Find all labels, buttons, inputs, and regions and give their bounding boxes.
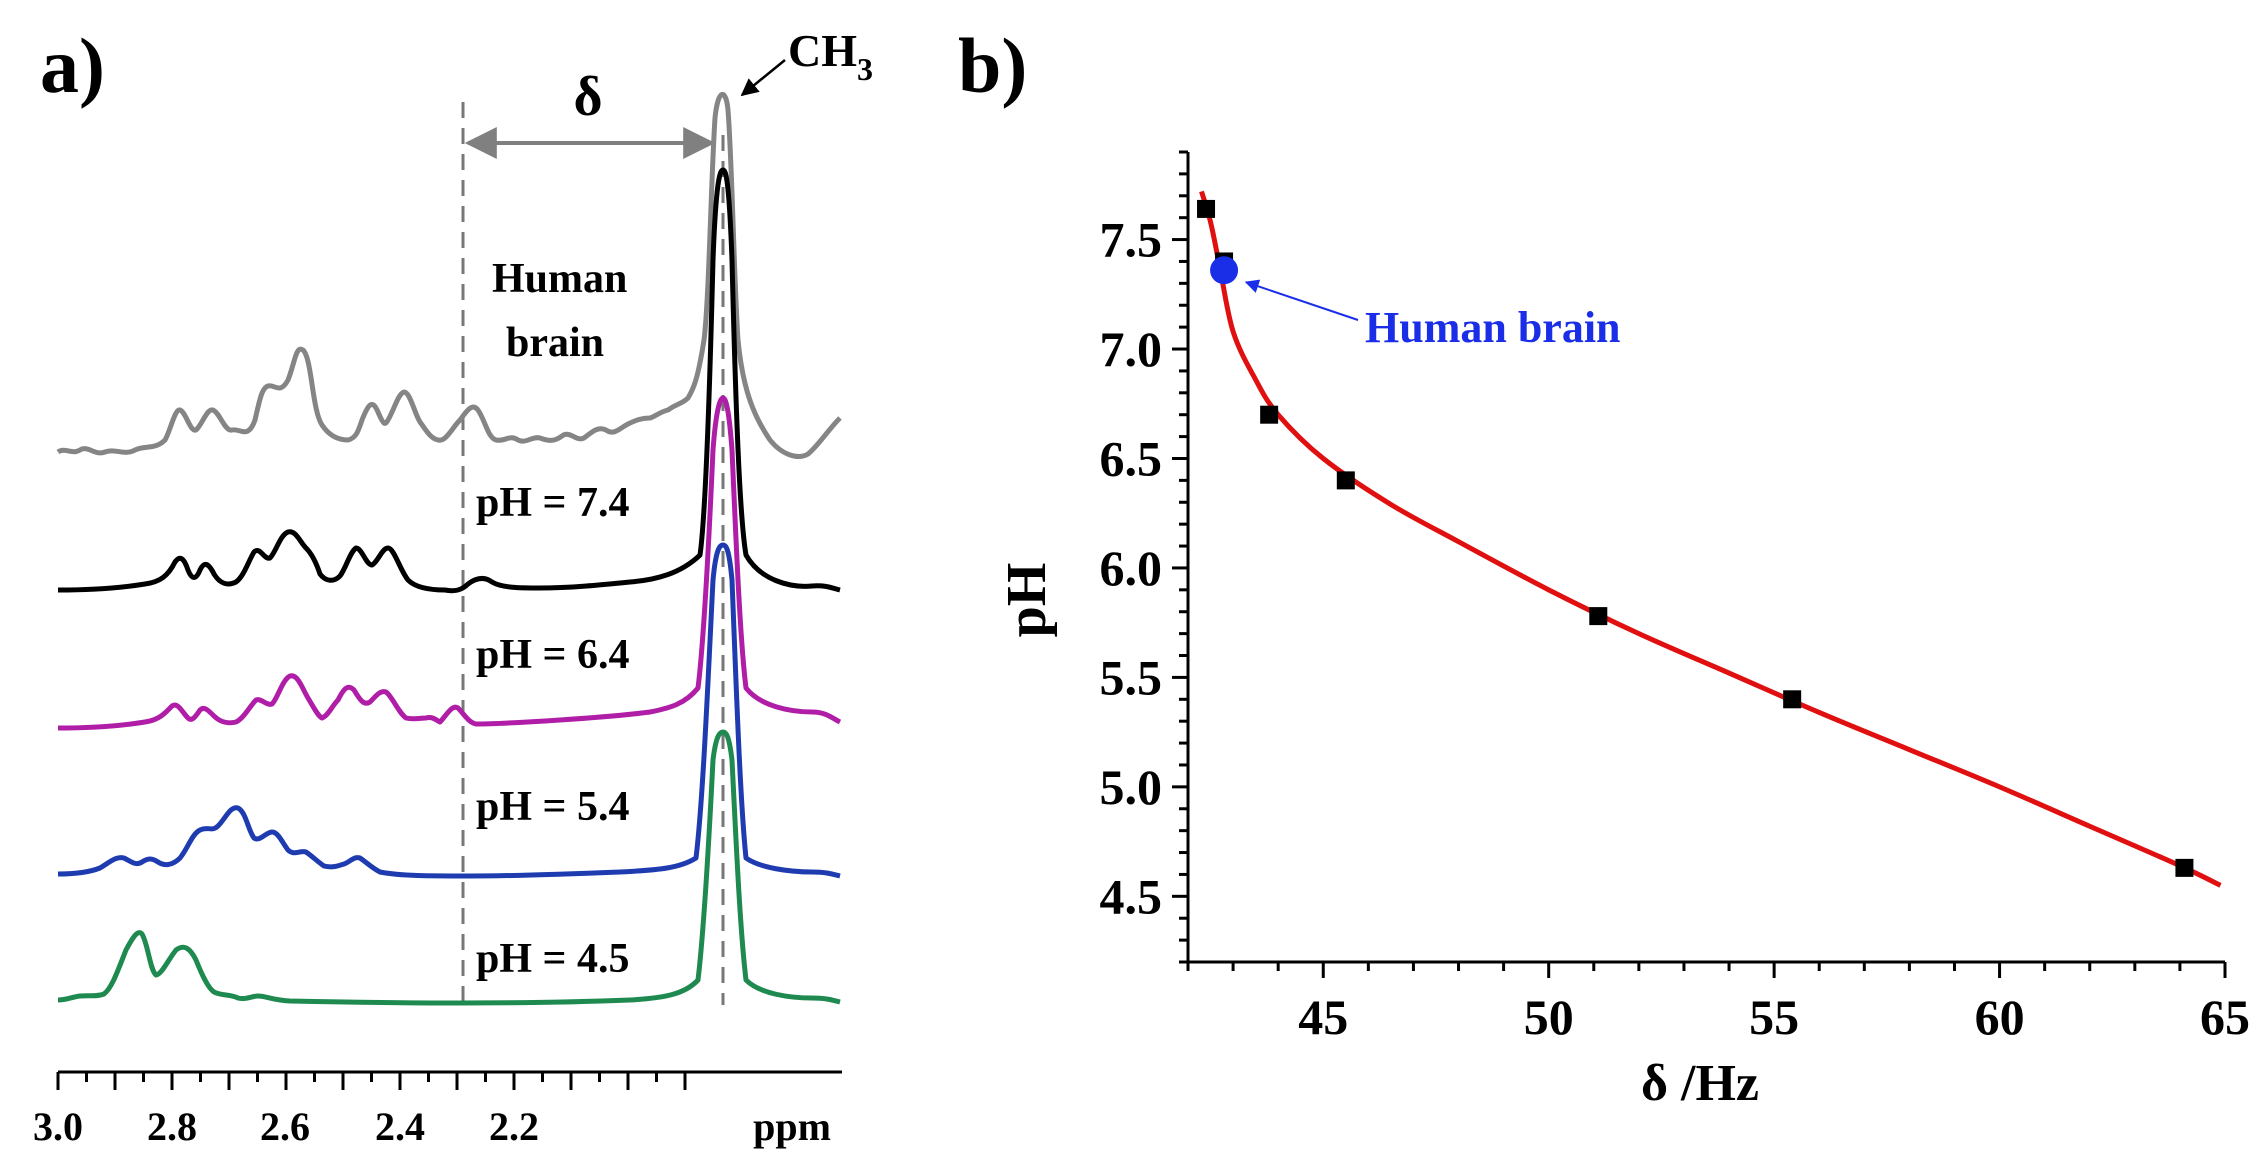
ch3-label: CH3: [788, 25, 873, 87]
data-point-5: [1589, 607, 1608, 626]
panel-b-xtick-65: 65: [2200, 989, 2250, 1045]
label-ph45: pH = 4.5: [476, 936, 629, 982]
panel-b-ylabel: pH: [996, 563, 1058, 638]
delta-label: δ: [573, 66, 602, 128]
spectrum-ph64: [57, 395, 842, 731]
panel-b-ytick-7-5: 7.5: [1100, 212, 1163, 268]
data-point-7: [2175, 858, 2194, 877]
data-points: [1197, 199, 2194, 877]
human-brain-arrow: [1244, 279, 1359, 321]
label-ph64: pH = 6.4: [476, 632, 629, 678]
panel-a-label: a): [40, 22, 105, 109]
label-ph54: pH = 5.4: [476, 784, 629, 830]
panel-b-x-tick-labels: 45 50 55 60 65: [1298, 989, 2250, 1045]
panel-b-x-ticks: [1186, 962, 2227, 978]
human-brain-label: Human brain: [1365, 303, 1621, 352]
human-brain-point: [1210, 256, 1239, 285]
ch3-arrow: [740, 59, 786, 97]
panel-a: a) δ CH3 Human brain pH = 7.4 pH = 6.4 p…: [33, 22, 873, 1149]
panel-b-y-tick-labels: 4.5 5.0 5.5 6.0 6.5 7.0 7.5: [1100, 212, 1163, 925]
panel-b-ytick-6-0: 6.0: [1100, 540, 1163, 596]
panel-b-xlabel: δ /Hz: [1641, 1055, 1759, 1112]
panel-b-xtick-45: 45: [1298, 989, 1348, 1045]
panel-b-xtick-50: 50: [1524, 989, 1574, 1045]
data-point-1: [1197, 199, 1216, 218]
spectrum-human-brain: [56, 92, 842, 459]
data-point-3: [1260, 405, 1279, 424]
spectrum-ph45: [57, 729, 841, 1006]
label-human-brain-line2: brain: [506, 320, 604, 366]
panel-a-x-ticks: [56, 1072, 687, 1090]
panel-b-ytick-6-5: 6.5: [1100, 430, 1163, 486]
fit-curve: [1199, 190, 2222, 888]
panel-a-xtick-2-8: 2.8: [147, 1104, 197, 1149]
data-point-6: [1783, 690, 1802, 709]
spectrum-ph54: [57, 542, 841, 879]
panel-a-xtick-2-2: 2.2: [489, 1104, 539, 1149]
panel-b-ytick-4-5: 4.5: [1100, 868, 1163, 924]
panel-a-xtick-2-4: 2.4: [375, 1104, 425, 1149]
panel-b: b) 45 50 55 60 65 4.5 5.0 5.5 6.0 6.5 7.0 7.5 δ /H…: [958, 22, 2250, 1112]
panel-b-y-ticks: [1172, 150, 1188, 964]
panel-a-xtick-2-6: 2.6: [260, 1104, 310, 1149]
label-human-brain-line1: Human: [492, 256, 627, 302]
spectrum-ph74: [57, 167, 841, 594]
panel-b-label: b): [958, 22, 1027, 109]
panel-b-ytick-7-0: 7.0: [1100, 321, 1163, 377]
panel-b-xtick-55: 55: [1749, 989, 1799, 1045]
panel-b-ytick-5-0: 5.0: [1100, 759, 1163, 815]
label-ph74: pH = 7.4: [476, 480, 629, 526]
data-point-4: [1336, 471, 1355, 490]
panel-a-xlabel: ppm: [753, 1104, 831, 1149]
panel-a-xtick-3-0: 3.0: [33, 1104, 83, 1149]
panel-b-xtick-60: 60: [1975, 989, 2025, 1045]
panel-b-ytick-5-5: 5.5: [1100, 649, 1163, 705]
